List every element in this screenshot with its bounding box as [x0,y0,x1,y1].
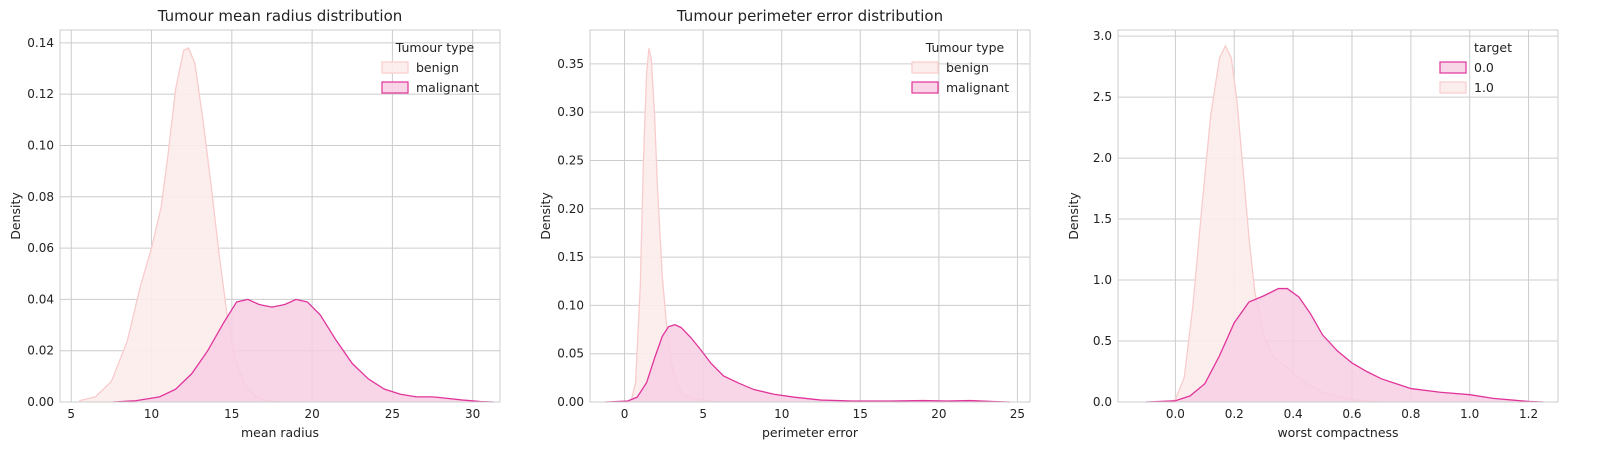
legend-label: benign [416,60,459,75]
y-tick-label: 0.06 [27,241,54,255]
legend: target 0.0 1.0 [1439,40,1512,95]
x-tick-label: 15 [224,407,239,421]
chart-panel-2: 0 5 10 15 20 25 0.00 0.05 0.10 0.15 0.20 0.25 0.30 0.… [538,7,1031,440]
benign-density-area [1169,45,1382,403]
y-tick-label: 0.0 [1093,395,1112,409]
chart-title: Tumour perimeter error distribution [676,7,943,25]
x-tick-label: 10 [774,407,789,421]
x-tick-label: 0 [621,407,629,421]
x-tick-label: 15 [853,407,868,421]
legend-label: 1.0 [1474,80,1494,95]
y-tick-label: 0.35 [557,57,584,71]
y-tick-label: 0.12 [27,87,54,101]
chart-title: Tumour mean radius distribution [157,7,403,25]
legend-label: malignant [416,80,479,95]
malignant-density-area [112,299,494,402]
x-tick-label: 10 [144,407,159,421]
malignant-density-line [112,298,494,403]
x-tick-label: 0.8 [1401,407,1420,421]
y-axis-label: Density [538,192,553,240]
y-tick-label: 1.0 [1093,273,1112,287]
plot-frame [589,29,1031,403]
x-tick-label: 1.2 [1519,407,1538,421]
malignant-density-area [1145,288,1544,402]
benign-density-area [79,47,281,403]
legend-swatch-malignant [1439,61,1467,74]
x-tick-label: 30 [465,407,480,421]
malignant-density-line [605,324,1010,403]
y-tick-label: 0.08 [27,190,54,204]
legend-label: benign [946,60,989,75]
y-tick-label: 1.5 [1093,212,1112,226]
legend-swatch-benign [381,61,409,74]
y-tick-label: 0.25 [557,153,584,167]
legend-swatch-benign [1439,81,1467,94]
y-tick-label: 2.0 [1093,151,1112,165]
x-axis-label: worst compactness [1277,425,1398,440]
legend-label: malignant [946,80,1009,95]
y-tick-label: 2.5 [1093,90,1112,104]
x-tick-label: 5 [699,407,707,421]
legend: Tumour type benign malignant [911,40,1009,95]
malignant-density-area [605,324,1010,402]
y-tick-label: 0.5 [1093,334,1112,348]
y-tick-label: 0.00 [27,395,54,409]
x-tick-label: 0.6 [1342,407,1361,421]
x-tick-label: 20 [931,407,946,421]
benign-density-area [630,48,719,403]
y-tick-label: 0.20 [557,202,584,216]
x-axis-label: mean radius [241,425,319,440]
chart-panel-1: 5 10 15 20 25 30 0.00 0.02 0.04 0.06 0.08 0.10 0.12 0… [8,7,501,440]
y-tick-label: 0.15 [557,250,584,264]
x-tick-label: 25 [1010,407,1025,421]
y-tick-label: 0.04 [27,292,54,306]
y-axis-label: Density [8,192,23,240]
legend-title: Tumour type [925,40,1005,55]
grid-lines [60,30,500,403]
malignant-density-line [1145,287,1544,403]
y-tick-label: 0.10 [557,298,584,312]
x-tick-label: 1.0 [1460,407,1479,421]
y-tick-label: 3.0 [1093,29,1112,43]
chart-panel-3: 0.0 0.2 0.4 0.6 0.8 1.0 1.2 0.0 0.5 1.0 1.5 2.0 2.5 3… [1066,29,1559,440]
x-tick-label: 25 [385,407,400,421]
legend: Tumour type benign malignant [381,40,479,95]
y-axis-label: Density [1066,192,1081,240]
x-axis-label: perimeter error [762,425,859,440]
x-tick-label: 0.4 [1284,407,1303,421]
y-tick-label: 0.00 [557,395,584,409]
plot-frame [59,29,501,403]
y-tick-label: 0.02 [27,344,54,358]
y-tick-label: 0.10 [27,138,54,152]
x-tick-label: 20 [304,407,319,421]
legend-swatch-malignant [381,81,409,94]
x-tick-label: 5 [67,407,75,421]
y-tick-label: 0.30 [557,105,584,119]
legend-title: target [1474,40,1512,55]
y-tick-label: 0.14 [27,36,54,50]
legend-swatch-benign [911,61,939,74]
legend-title: Tumour type [395,40,475,55]
x-tick-label: 0.2 [1225,407,1244,421]
legend-swatch-malignant [911,81,939,94]
y-tick-label: 0.05 [557,347,584,361]
plot-frame [1117,29,1559,403]
x-tick-label: 0.0 [1166,407,1185,421]
legend-label: 0.0 [1474,60,1494,75]
